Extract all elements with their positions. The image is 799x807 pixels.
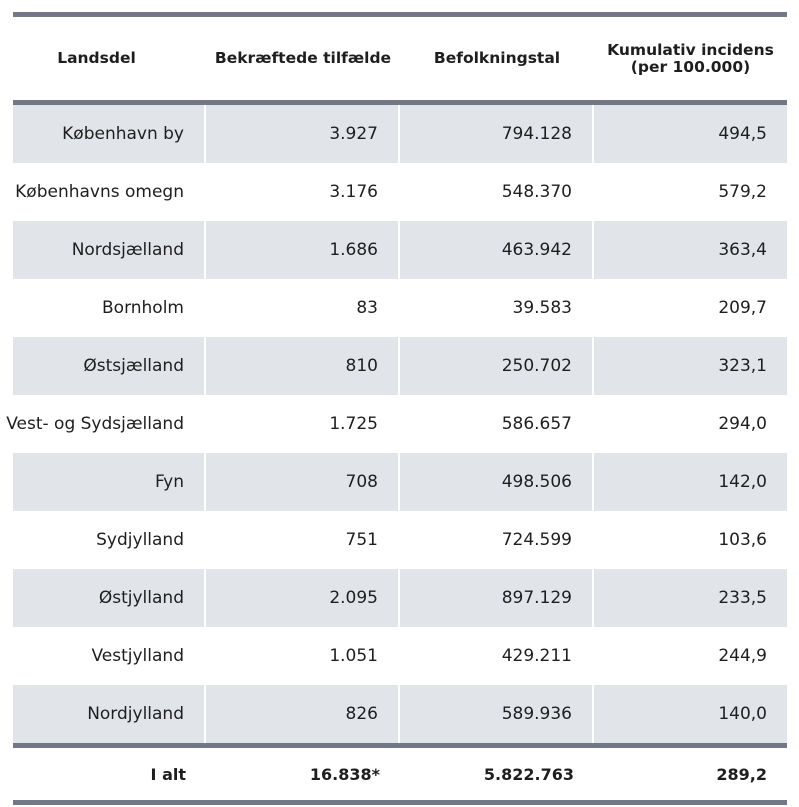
table-body: København by 3.927 794.128 494,5 Københavns … (6, 105, 787, 743)
bottom-rule (13, 800, 787, 805)
population-cell: 724.599 (400, 511, 594, 569)
confirmed-cases-cell: 2.095 (206, 569, 400, 627)
confirmed-cases-cell: 810 (206, 337, 400, 395)
population-cell: 794.128 (400, 105, 594, 163)
table-row: Sydjylland 751 724.599 103,6 (13, 511, 787, 569)
top-rule (13, 12, 787, 17)
total-population: 5.822.763 (483, 764, 574, 784)
region-cell: København by (13, 105, 206, 163)
table-row: Nordjylland 826 589.936 140,0 (13, 685, 787, 743)
cumulative-incidence-cell: 244,9 (718, 646, 767, 666)
incidence-table: Landsdel Bekræftede tilfælde Befolknings… (6, 12, 787, 805)
cumulative-incidence-cell: 579,2 (718, 182, 767, 202)
confirmed-cases-cell: 708 (206, 453, 400, 511)
total-rule (13, 743, 787, 748)
region-cell: Vestjylland (13, 627, 206, 685)
population-cell: 589.936 (400, 685, 594, 743)
region-cell: Østsjælland (13, 337, 206, 395)
header-confirmed-cases: Bekræftede tilfælde (214, 49, 392, 67)
population-cell: 586.657 (400, 395, 594, 453)
population-cell: 250.702 (400, 337, 594, 395)
cumulative-incidence-cell: 323,1 (594, 337, 787, 395)
table-row: København by 3.927 794.128 494,5 (13, 105, 787, 163)
population-cell: 897.129 (400, 569, 594, 627)
region-cell: Bornholm (13, 279, 206, 337)
total-cumulative-incidence: 289,2 (716, 764, 767, 784)
total-confirmed-cases: 16.838* (309, 764, 380, 784)
confirmed-cases-cell: 751 (206, 511, 400, 569)
population-cell: 498.506 (400, 453, 594, 511)
header-cumulative-incidence: Kumulativ incidens (per 100.000) (607, 40, 774, 76)
table-row: Fyn 708 498.506 142,0 (13, 453, 787, 511)
confirmed-cases-cell: 1.686 (206, 221, 400, 279)
confirmed-cases-cell: 3.927 (206, 105, 400, 163)
header-landsdel: Landsdel (57, 49, 136, 67)
total-label: I alt (150, 764, 186, 784)
table-row: Bornholm 83 39.583 209,7 (13, 279, 787, 337)
region-cell: Nordjylland (13, 685, 206, 743)
table-row: Vestjylland 1.051 429.211 244,9 (13, 627, 787, 685)
population-cell: 548.370 (400, 163, 594, 221)
population-cell: 429.211 (400, 627, 594, 685)
cumulative-incidence-cell: 233,5 (594, 569, 787, 627)
cumulative-incidence-cell: 494,5 (594, 105, 787, 163)
cumulative-incidence-cell: 294,0 (718, 414, 767, 434)
table-row: Østjylland 2.095 897.129 233,5 (13, 569, 787, 627)
region-cell: Sydjylland (13, 511, 206, 569)
confirmed-cases-cell: 3.176 (206, 163, 400, 221)
cumulative-incidence-cell: 103,6 (718, 530, 767, 550)
table-row: Københavns omegn 3.176 548.370 579,2 (13, 163, 787, 221)
confirmed-cases-cell: 83 (206, 279, 400, 337)
header-rule (13, 100, 787, 105)
total-row: I alt 16.838* 5.822.763 289,2 (13, 748, 787, 800)
table-row: Nordsjælland 1.686 463.942 363,4 (13, 221, 787, 279)
confirmed-cases-cell: 1.725 (206, 395, 400, 453)
region-cell: Vest- og Sydsjælland (6, 395, 206, 453)
confirmed-cases-cell: 826 (206, 685, 400, 743)
region-cell: Københavns omegn (13, 163, 206, 221)
region-cell: Østjylland (13, 569, 206, 627)
population-cell: 463.942 (400, 221, 594, 279)
cumulative-incidence-cell: 209,7 (718, 298, 767, 318)
cumulative-incidence-cell: 142,0 (594, 453, 787, 511)
cumulative-incidence-cell: 140,0 (594, 685, 787, 743)
region-cell: Nordsjælland (13, 221, 206, 279)
table-row: Vest- og Sydsjælland 1.725 586.657 294,0 (6, 395, 787, 453)
cumulative-incidence-cell: 363,4 (594, 221, 787, 279)
table-header: Landsdel Bekræftede tilfælde Befolknings… (13, 17, 787, 100)
population-cell: 39.583 (400, 279, 594, 337)
header-population: Befolkningstal (433, 49, 561, 67)
table-row: Østsjælland 810 250.702 323,1 (13, 337, 787, 395)
confirmed-cases-cell: 1.051 (206, 627, 400, 685)
region-cell: Fyn (13, 453, 206, 511)
